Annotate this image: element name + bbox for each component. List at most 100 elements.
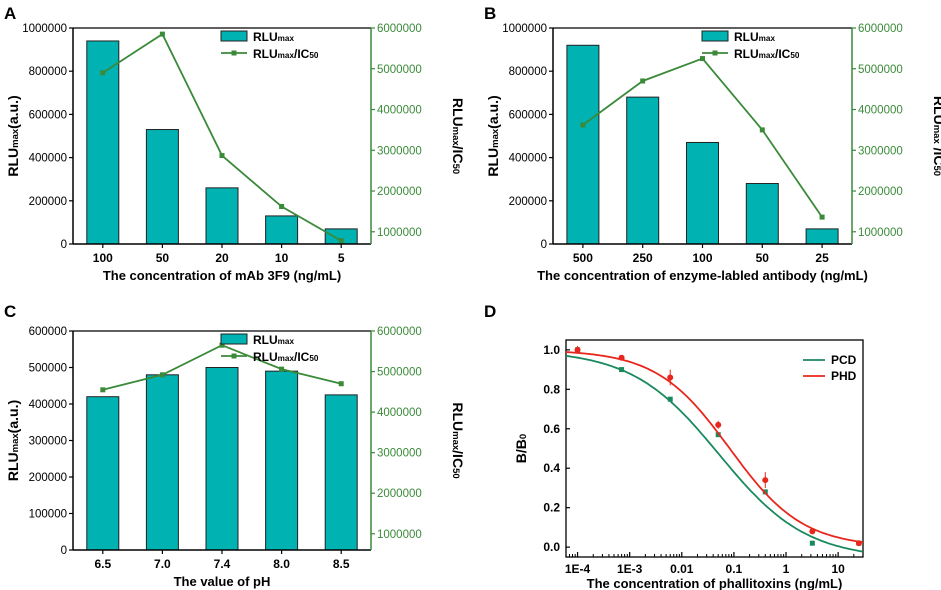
x-tick-label: 5 <box>338 251 345 265</box>
right-tick-label: 5000000 <box>858 64 903 76</box>
x-axis-title: The concentration of mAb 3F9 (ng/mL) <box>103 268 341 283</box>
right-tick-label: 4000000 <box>377 407 422 419</box>
right-tick-label: 1000000 <box>377 529 422 541</box>
bar <box>566 44 600 245</box>
panel-label-b: B <box>484 4 496 23</box>
pcd-point <box>667 396 673 402</box>
right-tick-label: 2000000 <box>377 186 422 198</box>
y-tick-label: 0.2 <box>543 501 560 515</box>
bar <box>745 183 779 245</box>
panel-b-chart: 0 200000 400000 600000 800000 1000000 1000000 2… <box>485 23 941 283</box>
x-tick-label: 1E-3 <box>617 562 643 576</box>
bar <box>686 141 719 245</box>
left-tick-label: 500000 <box>29 363 67 375</box>
left-tick-label: 200000 <box>509 196 547 208</box>
legend-label-line: RLUmax/IC50 <box>253 350 319 364</box>
line-point <box>640 78 646 84</box>
right-axis-title: RLUmax/IC50 <box>450 402 466 478</box>
bar <box>145 374 179 551</box>
x-tick-label: 500 <box>573 251 593 265</box>
y-tick-label: 0.6 <box>543 422 560 436</box>
y-tick-label: 0.8 <box>543 382 560 396</box>
right-tick-label: 3000000 <box>377 145 422 157</box>
right-tick-label: 6000000 <box>377 326 422 338</box>
bar <box>205 187 239 245</box>
plot-frame <box>565 339 864 558</box>
line-point <box>219 153 225 159</box>
legend-line-marker <box>231 353 237 359</box>
legend-bar-swatch <box>701 30 729 42</box>
legend-label-pcd: PCD <box>831 353 857 367</box>
bar <box>145 129 179 245</box>
right-tick-label: 3000000 <box>377 448 422 460</box>
x-axis-title: The concentration of enzyme-labled antib… <box>537 268 868 283</box>
x-axis-title: The value of pH <box>174 574 271 589</box>
left-tick-label: 400000 <box>29 153 67 165</box>
pcd-point <box>809 540 815 546</box>
left-tick-label: 200000 <box>29 196 67 208</box>
left-tick-label: 0 <box>61 545 67 557</box>
x-tick-label: 1 <box>783 562 790 576</box>
line-point <box>338 381 344 387</box>
x-tick-label: 1E-4 <box>565 562 591 576</box>
phd-point <box>855 540 862 547</box>
panel-d-chart: 0.0 0.2 0.4 0.6 0.8 1.0 1E-4 1E-3 0.01 0.1 1 10The … <box>513 339 864 590</box>
pcd-point <box>715 432 721 438</box>
pcd-point <box>619 367 625 373</box>
right-tick-label: 4000000 <box>858 105 903 117</box>
legend-bar-swatch <box>220 30 248 42</box>
legend-bar-swatch <box>220 333 248 345</box>
x-tick-label: 8.5 <box>333 557 350 571</box>
line-point <box>159 31 165 37</box>
left-tick-label: 600000 <box>29 326 67 338</box>
right-tick-label: 6000000 <box>858 23 903 35</box>
left-tick-label: 800000 <box>29 66 67 78</box>
bar <box>265 215 299 245</box>
legend-label-line: RLUmax/IC50 <box>734 47 800 61</box>
y-tick-label: 1.0 <box>543 343 560 357</box>
x-tick-label: 100 <box>93 251 113 265</box>
bar <box>86 396 120 551</box>
phd-point <box>715 421 722 428</box>
x-tick-label: 50 <box>156 251 170 265</box>
x-tick-label: 10 <box>275 251 289 265</box>
phd-point <box>762 477 769 484</box>
pcd-fit-curve <box>565 355 864 553</box>
line-point <box>159 372 165 378</box>
line-point <box>338 238 344 244</box>
left-tick-label: 400000 <box>29 399 67 411</box>
x-tick-label: 6.5 <box>94 557 111 571</box>
left-tick-label: 300000 <box>29 436 67 448</box>
line-point <box>819 214 825 220</box>
phd-fit-curve <box>565 351 864 543</box>
legend-label-bar: RLUmax <box>253 30 294 44</box>
legend-label-bar: RLUmax <box>253 333 294 347</box>
right-tick-label: 5000000 <box>377 64 422 76</box>
line-point <box>100 387 106 393</box>
line-point <box>100 70 106 76</box>
right-tick-label: 1000000 <box>377 227 422 239</box>
bar <box>805 228 839 245</box>
right-tick-label: 6000000 <box>377 23 422 35</box>
x-tick-label: 10 <box>831 562 845 576</box>
x-tick-label: 100 <box>692 251 712 265</box>
left-tick-label: 0 <box>541 239 547 251</box>
left-tick-label: 800000 <box>509 66 547 78</box>
left-axis-title: RLUmax(a.u.) <box>485 95 501 176</box>
left-tick-label: 1000000 <box>502 23 547 35</box>
right-tick-label: 1000000 <box>858 227 903 239</box>
y-axis-title: B/B0 <box>513 434 529 463</box>
line-point <box>219 342 225 348</box>
x-tick-label: 0.01 <box>670 562 694 576</box>
right-tick-label: 4000000 <box>377 105 422 117</box>
right-tick-label: 5000000 <box>377 367 422 379</box>
line-point <box>279 366 285 372</box>
left-tick-label: 600000 <box>29 109 67 121</box>
x-tick-label: 8.0 <box>273 557 290 571</box>
left-tick-label: 0 <box>61 239 67 251</box>
left-tick-label: 400000 <box>509 153 547 165</box>
panel-label-d: D <box>484 302 496 321</box>
phd-point <box>667 374 674 381</box>
x-tick-label: 7.0 <box>154 557 171 571</box>
phd-point <box>618 354 625 361</box>
